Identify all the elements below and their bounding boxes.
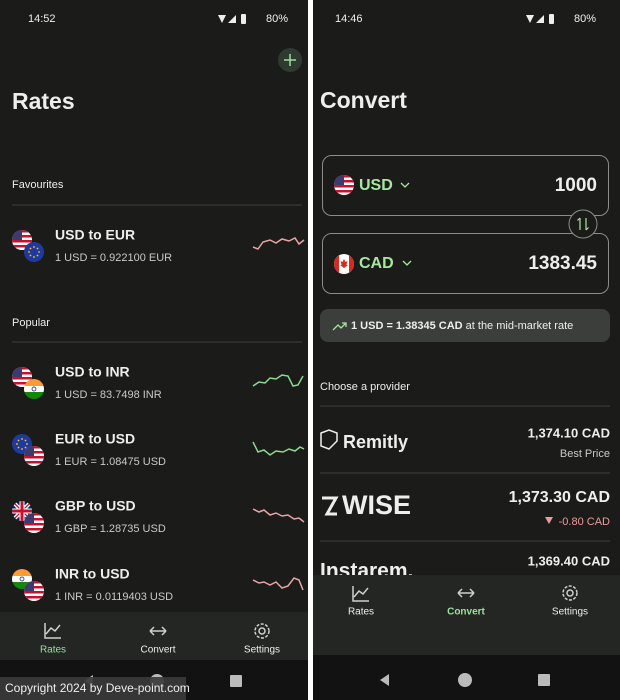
provider-logo-icon xyxy=(322,496,339,516)
pair-name[interactable]: EUR to USD xyxy=(55,431,135,447)
pair-name[interactable]: INR to USD xyxy=(55,566,130,582)
provider-amount: 1,374.10 CAD xyxy=(528,425,610,440)
to-field[interactable] xyxy=(322,233,609,294)
nav-label[interactable]: Settings xyxy=(244,645,280,656)
nav-icon[interactable] xyxy=(149,626,167,636)
section-heading: Popular xyxy=(12,317,50,329)
rate-suffix: at the mid-market rate xyxy=(466,320,574,332)
bottom-nav xyxy=(313,575,620,655)
pair-name[interactable]: USD to INR xyxy=(55,364,130,380)
home-button[interactable] xyxy=(458,673,472,687)
from-field[interactable] xyxy=(322,155,609,216)
page-title: Convert xyxy=(320,87,407,113)
sparkline xyxy=(252,374,304,387)
pair-rate: 1 INR = 0.0119403 USD xyxy=(55,591,173,603)
pair-rate: 1 EUR = 1.08475 USD xyxy=(55,456,166,468)
nav-label[interactable]: Convert xyxy=(447,607,485,618)
nav-icon xyxy=(562,585,578,601)
flag xyxy=(24,581,44,601)
chevron xyxy=(400,182,410,188)
add-icon xyxy=(284,54,296,66)
nav-icon[interactable] xyxy=(258,627,266,635)
nav-icon xyxy=(254,623,270,639)
sparkline xyxy=(252,441,305,456)
swap-icon xyxy=(577,217,589,231)
flag xyxy=(24,242,44,262)
status-icons xyxy=(218,14,246,24)
rate-value: 1 USD = 1.38345 CAD xyxy=(351,320,463,332)
section-heading: Choose a provider xyxy=(320,381,410,393)
nav-icon[interactable] xyxy=(566,589,574,597)
nav-label[interactable]: Convert xyxy=(140,645,175,656)
flag xyxy=(24,513,44,533)
down-triangle xyxy=(545,517,553,524)
pair-rate: 1 GBP = 1.28735 USD xyxy=(55,523,166,535)
pair-rate: 1 USD = 0.922100 EUR xyxy=(55,252,172,264)
status-battery: 80% xyxy=(266,13,288,25)
back-button[interactable] xyxy=(380,674,389,686)
sparkline xyxy=(252,237,305,250)
copyright-box xyxy=(0,677,186,700)
flag xyxy=(334,175,354,195)
provider-name[interactable]: Remitly xyxy=(343,432,408,452)
swap-button[interactable] xyxy=(568,209,598,239)
flag xyxy=(24,379,44,399)
from-amount[interactable]: 1000 xyxy=(555,175,597,196)
to-amount[interactable]: 1383.45 xyxy=(528,253,597,274)
bottom-nav xyxy=(0,612,308,660)
pair-rate: 1 USD = 83.7498 INR xyxy=(55,389,162,401)
status-icons xyxy=(526,14,554,24)
provider-name[interactable]: WISE xyxy=(342,490,411,520)
nav-icon[interactable] xyxy=(352,586,369,602)
provider-amount: 1,369.40 CAD xyxy=(528,553,610,568)
status-time: 14:46 xyxy=(335,13,363,25)
flag xyxy=(334,254,354,274)
pair-name[interactable]: GBP to USD xyxy=(55,498,136,514)
to-currency[interactable]: CAD xyxy=(359,255,394,272)
copyright: Copyright 2024 by Deve-point.com xyxy=(5,681,190,695)
status-time: 14:52 xyxy=(28,13,56,25)
trend-icon xyxy=(332,322,347,331)
provider-amount: 1,373.30 CAD xyxy=(509,489,610,506)
provider-logo-icon xyxy=(320,429,338,450)
recents-button[interactable] xyxy=(538,674,550,686)
nav-label[interactable]: Settings xyxy=(552,607,588,618)
from-currency[interactable]: USD xyxy=(359,177,393,194)
pair-name[interactable]: USD to EUR xyxy=(55,227,135,243)
sparkline xyxy=(252,508,305,523)
section-heading: Favourites xyxy=(12,179,64,191)
left-screen xyxy=(0,0,308,700)
status-battery: 80% xyxy=(574,13,596,25)
nav-label[interactable]: Rates xyxy=(348,607,374,618)
sparkline xyxy=(252,577,304,591)
provider-note: Best Price xyxy=(560,448,610,460)
flag xyxy=(24,446,44,466)
rate-text: 1 USD = 1.38345 CAD at the mid-market ra… xyxy=(351,320,573,332)
page-title: Rates xyxy=(12,88,75,114)
nav-icon[interactable] xyxy=(44,623,61,639)
nav-icon[interactable] xyxy=(457,588,475,598)
provider-note: -0.80 CAD xyxy=(559,516,610,528)
recents-button[interactable] xyxy=(230,675,242,687)
nav-label[interactable]: Rates xyxy=(40,645,66,656)
rate-banner xyxy=(320,309,610,342)
chevron xyxy=(402,260,412,266)
